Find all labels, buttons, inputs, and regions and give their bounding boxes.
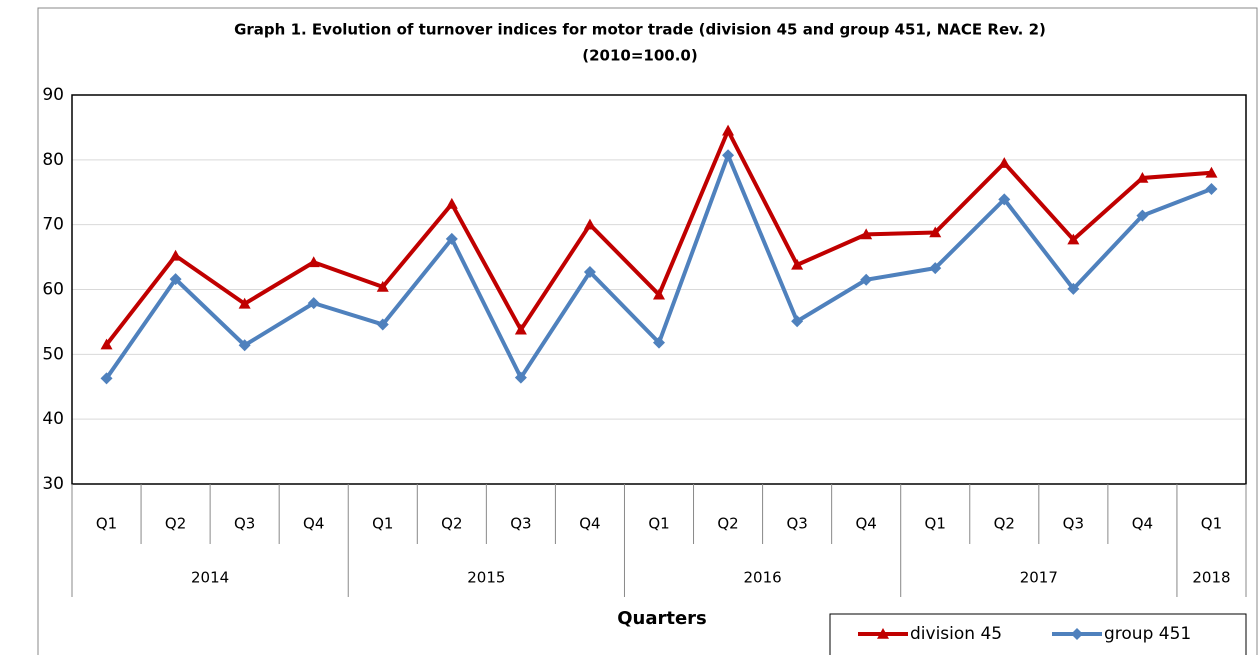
point-marker (929, 226, 942, 238)
x-tick-label: Q4 (855, 515, 876, 533)
x-tick-label: Q2 (165, 515, 186, 533)
chart-title: Graph 1. Evolution of turnover indices f… (234, 21, 1046, 39)
point-marker (238, 297, 251, 309)
point-marker (653, 288, 665, 300)
year-label: 2017 (1020, 569, 1058, 587)
point-marker (514, 323, 527, 335)
x-tick-label: Q3 (510, 515, 531, 533)
point-marker (877, 628, 889, 639)
point-marker (1067, 233, 1080, 245)
y-tick-label: 40 (42, 409, 64, 429)
point-marker (100, 372, 113, 385)
y-tick-label: 50 (42, 344, 64, 364)
point-marker (722, 124, 735, 136)
point-marker (929, 262, 942, 275)
y-tick-label: 30 (42, 474, 64, 494)
point-marker (514, 371, 527, 384)
year-label: 2016 (743, 569, 781, 587)
x-tick-label: Q3 (1063, 515, 1084, 533)
point-marker (1205, 166, 1218, 178)
x-tick-label: Q4 (303, 515, 324, 533)
x-tick-label: Q3 (234, 515, 255, 533)
point-marker (445, 232, 458, 245)
point-marker (169, 273, 182, 286)
point-marker (1136, 171, 1149, 183)
point-marker (860, 228, 873, 240)
point-marker (791, 258, 804, 270)
x-tick-label: Q2 (441, 515, 462, 533)
x-axis-label: Quarters (617, 608, 707, 629)
legend-label: group 451 (1104, 624, 1191, 644)
point-marker (376, 318, 389, 331)
x-tick-label: Q1 (96, 515, 117, 533)
x-tick-label: Q2 (717, 515, 738, 533)
point-marker (1067, 282, 1080, 295)
series-line (104, 128, 1212, 346)
year-label: 2018 (1192, 569, 1230, 587)
x-tick-label: Q2 (994, 515, 1015, 533)
year-label: 2014 (191, 569, 229, 587)
point-marker (860, 273, 873, 286)
point-marker (791, 315, 804, 328)
point-marker (583, 218, 596, 230)
chart-subtitle: (2010=100.0) (582, 47, 697, 65)
point-marker (1205, 183, 1218, 196)
legend-box (829, 613, 1247, 659)
point-marker (653, 336, 665, 349)
point-marker (307, 256, 320, 268)
x-tick-label: Q3 (786, 515, 807, 533)
x-tick-label: Q4 (1132, 515, 1153, 533)
point-marker (307, 297, 320, 310)
year-label: 2015 (467, 569, 505, 587)
x-tick-label: Q1 (372, 515, 393, 533)
point-marker (238, 339, 251, 352)
plot-frame (71, 94, 1247, 485)
point-marker (722, 149, 735, 162)
point-marker (583, 265, 596, 278)
point-marker (169, 249, 182, 261)
point-marker (445, 197, 458, 209)
point-marker (1136, 209, 1149, 222)
y-tick-label: 70 (42, 215, 64, 235)
x-tick-label: Q1 (925, 515, 946, 533)
point-marker (376, 280, 389, 292)
y-tick-label: 60 (42, 280, 64, 300)
point-marker (998, 157, 1011, 168)
x-tick-label: Q4 (579, 515, 600, 533)
point-marker (1071, 628, 1083, 640)
y-tick-label: 80 (42, 150, 64, 170)
chart-frame (37, 7, 1258, 659)
x-tick-label: Q1 (1201, 515, 1222, 533)
y-tick-label: 90 (42, 85, 64, 105)
legend-label: division 45 (910, 624, 1002, 644)
point-marker (100, 338, 113, 350)
point-marker (998, 193, 1011, 206)
x-tick-label: Q1 (648, 515, 669, 533)
